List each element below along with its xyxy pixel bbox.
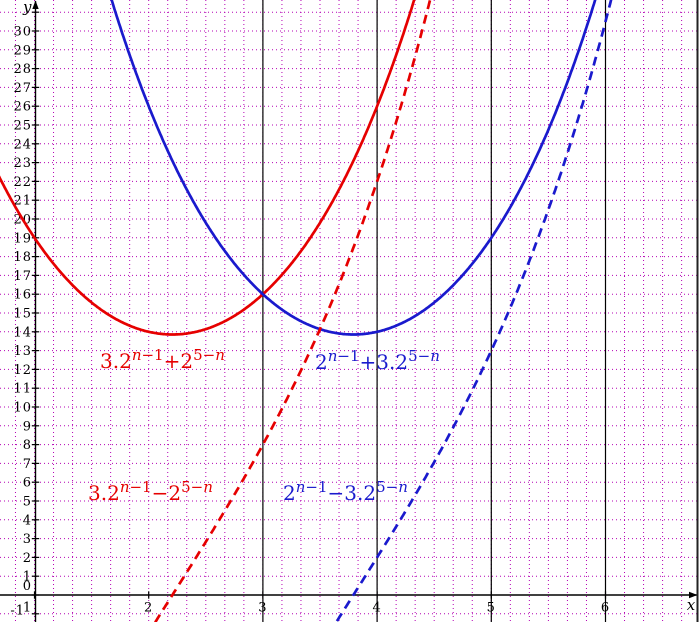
series-label: 3.2n−1−25−n bbox=[88, 478, 213, 505]
y-tick-label: 18 bbox=[13, 250, 32, 265]
x-tick-label: 5 bbox=[487, 601, 496, 616]
x-tick-label: 1 bbox=[23, 601, 32, 616]
curve-blue-solid bbox=[110, 0, 597, 336]
y-tick-label: 13 bbox=[13, 344, 32, 359]
series-label: 2n−1−3.25−n bbox=[283, 478, 408, 505]
y-tick-label: 19 bbox=[13, 231, 32, 246]
y-tick-label: 3 bbox=[23, 532, 32, 547]
x-tick-label: 6 bbox=[601, 601, 610, 616]
y-axis-arrow bbox=[32, 0, 39, 9]
y-tick-label: 25 bbox=[13, 119, 32, 134]
y-tick-label: 11 bbox=[13, 382, 32, 397]
y-tick-label: 24 bbox=[13, 137, 32, 152]
y-tick-label: 6 bbox=[23, 476, 32, 491]
y-tick-label: 2 bbox=[23, 551, 32, 566]
y-tick-label: 30 bbox=[13, 25, 32, 40]
y-tick-label: 8 bbox=[23, 438, 32, 453]
y-axis-label: y bbox=[22, 0, 32, 16]
y-tick-label: 12 bbox=[13, 363, 32, 378]
y-tick-label: 16 bbox=[13, 288, 32, 303]
y-tick-label: 0 bbox=[23, 579, 32, 594]
y-tick-label: 29 bbox=[13, 43, 32, 58]
y-tick-label: 7 bbox=[23, 457, 32, 472]
curve-red-solid bbox=[0, 0, 416, 336]
y-tick-label: 28 bbox=[13, 62, 32, 77]
x-axis-arrow bbox=[689, 591, 698, 599]
y-tick-label: 4 bbox=[23, 513, 32, 528]
y-tick-label: 26 bbox=[13, 100, 32, 115]
series-label: 3.2n−1+25−n bbox=[100, 346, 225, 373]
y-tick-label: 22 bbox=[13, 175, 32, 190]
y-tick-label: 5 bbox=[23, 495, 32, 510]
y-tick-label: 15 bbox=[13, 307, 32, 322]
x-tick-label: 3 bbox=[258, 601, 267, 616]
y-tick-label: 10 bbox=[13, 401, 32, 416]
x-tick-label: 4 bbox=[372, 601, 381, 616]
x-tick-label: 2 bbox=[144, 601, 153, 616]
y-tick-label: 9 bbox=[23, 419, 32, 434]
y-tick-label: 1 bbox=[23, 570, 32, 585]
y-tick-label: 14 bbox=[13, 325, 32, 340]
y-tick-label: 27 bbox=[13, 81, 32, 96]
y-tick-label: 23 bbox=[13, 156, 32, 171]
series-label: 2n−1+3.25−n bbox=[315, 347, 440, 374]
y-tick-label: -1 bbox=[10, 603, 25, 618]
x-axis-label: x bbox=[687, 596, 696, 614]
y-tick-label: 21 bbox=[13, 194, 32, 209]
y-tick-label: 17 bbox=[13, 269, 32, 284]
